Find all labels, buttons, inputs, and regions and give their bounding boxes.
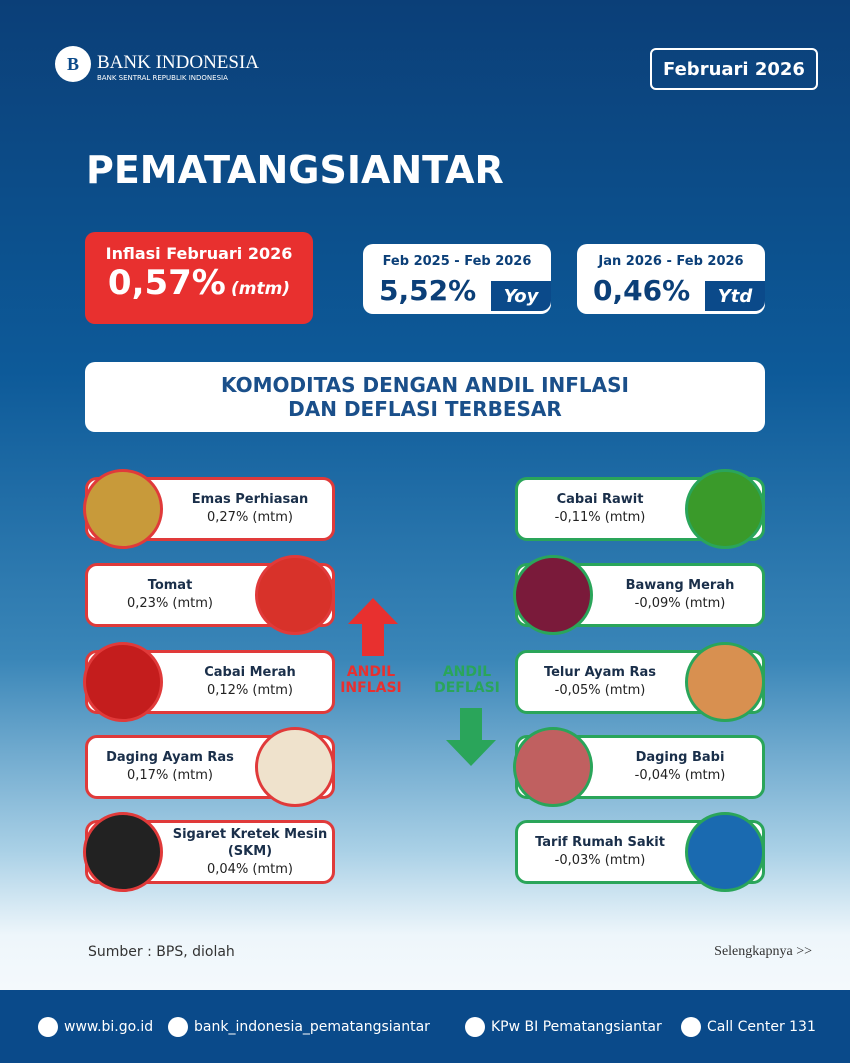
commodity-name: Bawang Merah [625, 578, 735, 594]
ytd-card: Jan 2026 - Feb 2026 0,46% Ytd [577, 244, 765, 314]
commodity-image [685, 642, 765, 722]
footer-item: bank_indonesia_pematangsiantar [168, 1017, 430, 1037]
deflation-label: ANDIL DEFLASI [434, 664, 500, 697]
ytd-label: Jan 2026 - Feb 2026 [598, 254, 744, 269]
footer-icon [38, 1017, 58, 1037]
commodity-value: -0,03% (mtm) [554, 853, 646, 868]
commodity-image [513, 555, 593, 635]
commodity-name: Tarif Rumah Sakit [535, 835, 665, 851]
commodity-name: Daging Babi [635, 750, 725, 766]
main-unit: (mtm) [230, 279, 291, 299]
commodity-image [685, 812, 765, 892]
footer-text: Call Center 131 [707, 1019, 816, 1035]
logo-subtitle: BANK SENTRAL REPUBLIK INDONESIA [97, 74, 228, 82]
footer-text: www.bi.go.id [64, 1019, 154, 1035]
yoy-card: Feb 2025 - Feb 2026 5,52% Yoy [363, 244, 551, 314]
commodity-value: -0,05% (mtm) [554, 683, 646, 698]
commodity-value: 0,04% (mtm) [207, 861, 293, 877]
footer-text: KPw BI Pematangsiantar [491, 1019, 662, 1035]
footer-icon [681, 1017, 701, 1037]
ytd-value: 0,46% [593, 274, 691, 307]
commodity-image [513, 727, 593, 807]
logo-title: BANK INDONESIA [97, 52, 260, 73]
yoy-value: 5,52% [379, 274, 477, 307]
commodity-image [685, 469, 765, 549]
commodity-image [83, 642, 163, 722]
section-title: KOMODITAS DENGAN ANDIL INFLASI DAN DEFLA… [85, 362, 765, 432]
main-label: Inflasi Februari 2026 [105, 244, 293, 263]
more-link[interactable]: Selengkapnya >> [714, 944, 812, 959]
commodity-name: Tomat [147, 578, 193, 594]
commodity-name: Emas Perhiasan [191, 492, 309, 508]
up-arrow [348, 598, 398, 656]
footer-item: www.bi.go.id [38, 1017, 153, 1037]
commodity-value: -0,09% (mtm) [634, 596, 726, 611]
period: Februari 2026 [650, 48, 818, 90]
ytd-unit: Ytd [705, 281, 765, 311]
main-value: 0,57% [107, 263, 226, 303]
commodity-name: Daging Ayam Ras [106, 750, 234, 766]
yoy-label: Feb 2025 - Feb 2026 [382, 254, 532, 269]
down-arrow [446, 708, 496, 766]
commodity-image [255, 555, 335, 635]
commodity-image [255, 727, 335, 807]
main-inflation: Inflasi Februari 2026 0,57% (mtm) [85, 232, 313, 324]
footer [0, 990, 850, 1063]
footer-item: Call Center 131 [681, 1017, 816, 1037]
commodity-name: Cabai Rawit [556, 492, 644, 508]
source: Sumber : BPS, diolah [88, 944, 235, 960]
main-value-row: 0,57% (mtm) [85, 263, 313, 303]
footer-icon [465, 1017, 485, 1037]
city-title: PEMATANGSIANTAR [86, 148, 504, 192]
commodity-image [83, 812, 163, 892]
logo: B [55, 46, 91, 82]
footer-text: bank_indonesia_pematangsiantar [194, 1019, 430, 1035]
commodity-value: 0,23% (mtm) [127, 596, 213, 611]
footer-item: KPw BI Pematangsiantar [465, 1017, 662, 1037]
yoy-unit: Yoy [491, 281, 551, 311]
commodity-value: -0,11% (mtm) [554, 510, 646, 525]
commodity-name: Telur Ayam Ras [543, 665, 657, 681]
commodity-value: -0,04% (mtm) [634, 768, 726, 783]
commodity-image [83, 469, 163, 549]
commodity-value: 0,17% (mtm) [127, 768, 213, 783]
commodity-value: 0,12% (mtm) [207, 683, 293, 698]
commodity-value: 0,27% (mtm) [207, 510, 293, 525]
commodity-name: Sigaret Kretek Mesin (SKM) [172, 826, 328, 860]
inflation-label: ANDIL INFLASI [340, 664, 402, 697]
commodity-name: Cabai Merah [204, 665, 296, 681]
footer-icon [168, 1017, 188, 1037]
